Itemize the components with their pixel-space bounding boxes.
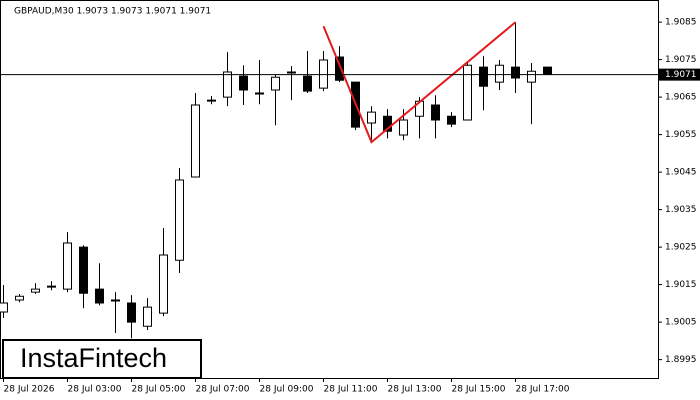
y-tick-label: 1.8995 [665,355,697,365]
candle-body [335,56,344,81]
candle-body [15,295,24,301]
candle-body [111,299,120,302]
y-tick-label: 1.9005 [665,318,697,328]
watermark: InstaFintech [20,343,167,373]
candle-body [175,179,184,261]
candle-body [511,66,520,79]
candle-body [479,66,488,87]
current-price-label: 1.9071 [665,70,697,80]
x-tick-label: 28 Jul 17:00 [516,385,570,395]
x-tick-label: 28 Jul 15:00 [452,385,506,395]
y-tick-label: 1.9035 [665,205,697,215]
candle-body [191,104,200,178]
candle-body [383,115,392,132]
pattern-line [322,21,517,144]
candle-body [463,64,472,121]
candle-body [223,71,232,98]
y-tick-label: 1.9065 [665,93,697,103]
y-tick-label: 1.9085 [665,18,697,28]
candle-body [31,288,40,293]
y-tick-label: 1.9045 [665,168,697,178]
current-price-box [659,68,700,81]
candle-body [495,64,504,83]
candle-body [367,111,376,124]
candle-body [0,302,8,313]
candle-body [431,104,440,121]
chart-title: GBPAUD,M30 1.9073 1.9073 1.9071 1.9071 [14,7,211,17]
x-tick-label: 28 Jul 11:00 [324,385,378,395]
logo-box [2,339,202,379]
x-tick-label: 28 Jul 07:00 [196,385,250,395]
candle-body [303,75,312,92]
x-tick-label: 28 Jul 13:00 [388,385,442,395]
candle-body [143,306,152,327]
candle-body [319,59,328,89]
candle-body [239,75,248,91]
y-tick-label: 1.9075 [665,55,697,65]
x-tick-label: 28 Jul 03:00 [68,385,122,395]
candle-body [399,119,408,136]
candle-body [63,242,72,290]
candle-body [127,302,136,323]
candle-body [47,285,56,288]
y-tick-label: 1.9055 [665,130,697,140]
x-tick-label: 28 Jul 05:00 [132,385,186,395]
plot-frame [0,0,659,379]
candle-body [527,70,536,83]
candle-body [447,115,456,125]
x-tick-label: 28 Jul 09:00 [260,385,314,395]
candle-body [543,66,552,75]
candle-body [95,288,104,304]
candle-body [271,76,280,91]
candle-body [207,99,216,102]
candle-body [287,71,296,74]
y-tick-label: 1.9015 [665,280,697,290]
candle-body [255,92,264,95]
candle-body [159,254,168,314]
candle-body [79,246,88,294]
y-tick-label: 1.9025 [665,243,697,253]
x-tick-label: 28 Jul 2026 [4,385,55,395]
